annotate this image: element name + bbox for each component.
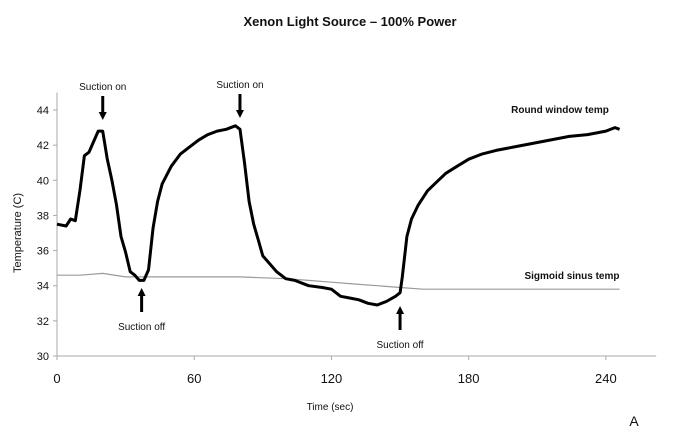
chart-title: Xenon Light Source – 100% Power: [243, 14, 456, 29]
y-tick-label: 30: [37, 351, 49, 363]
series-label-sigmoid-sinus: Sigmoid sinus temp: [524, 271, 619, 282]
y-tick-label: 40: [37, 175, 49, 187]
arrowhead-icon: [396, 306, 405, 314]
annotation-suction-off: Suction off: [118, 322, 165, 333]
arrowhead-icon: [235, 110, 244, 118]
x-tick-label: 180: [458, 371, 480, 386]
x-tick-label: 0: [53, 371, 60, 386]
annotation-suction-on: Suction on: [216, 80, 263, 91]
series-line-round-window-temp: [56, 124, 621, 307]
series-line-sigmoid-sinus-temp: [57, 272, 620, 290]
annotation-suction-on: Suction on: [79, 82, 126, 93]
arrowhead-icon: [137, 288, 146, 296]
y-tick-label: 38: [37, 210, 49, 222]
x-tick-label: 240: [595, 371, 617, 386]
x-axis-label: Time (sec): [307, 402, 354, 413]
x-tick-label: 60: [187, 371, 201, 386]
y-tick-label: 44: [37, 105, 49, 117]
arrowhead-icon: [98, 112, 107, 120]
series-label-round-window: Round window temp: [511, 105, 609, 116]
panel-label: A: [629, 413, 639, 429]
x-tick-label: 120: [321, 371, 343, 386]
y-tick-label: 42: [37, 140, 49, 152]
y-tick-label: 36: [37, 246, 49, 258]
annotation-suction-off: Suction off: [377, 340, 424, 351]
y-tick-label: 34: [37, 281, 49, 293]
y-axis-label: Temperature (C): [12, 193, 24, 273]
y-tick-label: 32: [37, 316, 49, 328]
